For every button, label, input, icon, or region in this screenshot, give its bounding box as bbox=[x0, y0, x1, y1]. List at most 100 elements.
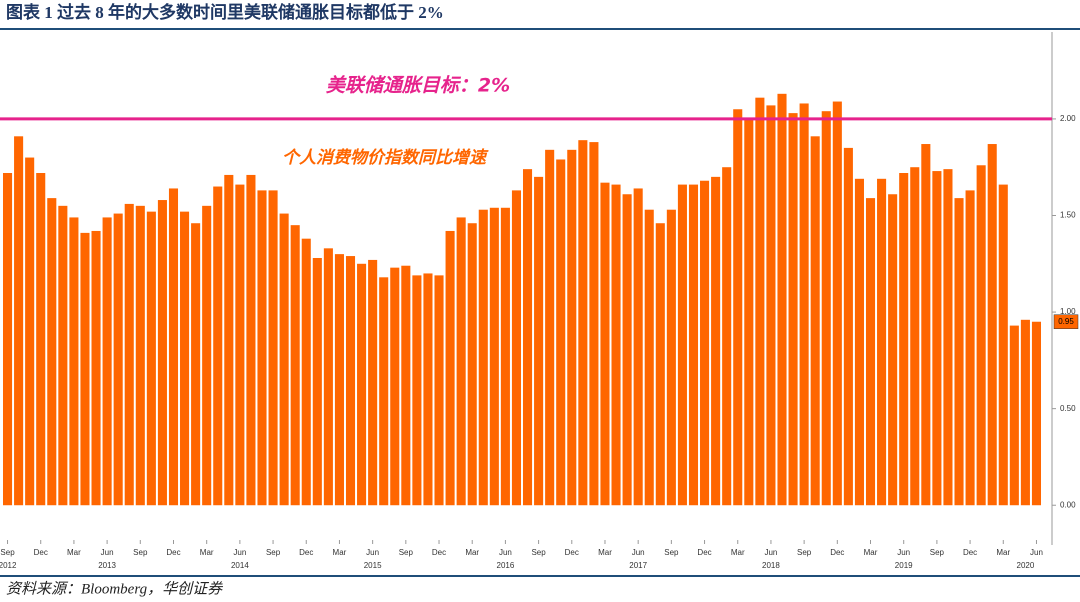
footer-source: 资料来源：Bloomberg，华创证券 bbox=[6, 580, 223, 597]
bar bbox=[799, 103, 809, 506]
bar bbox=[877, 178, 887, 506]
bar bbox=[865, 198, 876, 506]
bar bbox=[456, 217, 466, 506]
x-tick-label: Dec bbox=[299, 548, 313, 557]
bar bbox=[943, 169, 953, 506]
bar bbox=[224, 174, 234, 506]
bar bbox=[2, 173, 13, 506]
y-tick-label: 1.00 bbox=[1060, 307, 1076, 316]
x-year-label: 2013 bbox=[98, 561, 116, 570]
bar bbox=[202, 205, 212, 506]
bar bbox=[412, 275, 422, 506]
x-tick-label: Mar bbox=[333, 548, 347, 557]
header-title: 图表 1 过去 8 年的大多数时间里美联储通胀目标都低于 2% bbox=[6, 2, 444, 22]
bar bbox=[368, 259, 378, 506]
x-tick-label: Sep bbox=[0, 548, 15, 557]
bar bbox=[1020, 319, 1030, 506]
y-tick-label: 0.50 bbox=[1060, 404, 1076, 413]
bar bbox=[489, 207, 499, 506]
bar bbox=[589, 142, 599, 506]
x-tick-label: Sep bbox=[531, 548, 546, 557]
last-value-box bbox=[1053, 314, 1079, 329]
bar bbox=[633, 188, 643, 506]
bar bbox=[711, 176, 721, 506]
x-tick-label: Sep bbox=[664, 548, 679, 557]
bar bbox=[644, 209, 654, 506]
bar bbox=[290, 225, 300, 506]
bar bbox=[334, 254, 344, 506]
bar bbox=[766, 105, 776, 506]
bar bbox=[379, 277, 389, 506]
bar bbox=[655, 223, 665, 506]
x-tick-label: Dec bbox=[565, 548, 579, 557]
bar bbox=[832, 101, 842, 506]
bar bbox=[312, 257, 322, 506]
x-tick-label: Dec bbox=[697, 548, 711, 557]
bar bbox=[113, 213, 123, 506]
bar bbox=[168, 188, 179, 506]
bar bbox=[755, 97, 765, 506]
x-tick-label: Jun bbox=[101, 548, 114, 557]
x-tick-label: Sep bbox=[797, 548, 812, 557]
bar bbox=[257, 190, 267, 506]
bar bbox=[611, 184, 621, 506]
bar bbox=[976, 165, 986, 506]
bar bbox=[301, 238, 311, 506]
x-tick-label: Jun bbox=[233, 548, 246, 557]
y-tick-label: 0.00 bbox=[1060, 500, 1076, 509]
bar bbox=[932, 171, 942, 506]
x-year-label: 2012 bbox=[0, 561, 17, 570]
bar bbox=[124, 203, 134, 506]
x-tick-label: Mar bbox=[67, 548, 81, 557]
x-tick-label: Jun bbox=[897, 548, 910, 557]
bar bbox=[622, 194, 632, 506]
x-tick-label: Mar bbox=[864, 548, 878, 557]
bar bbox=[36, 173, 46, 506]
x-year-label: 2014 bbox=[231, 561, 249, 570]
bar bbox=[954, 198, 964, 506]
bar bbox=[511, 190, 522, 506]
bar bbox=[567, 149, 577, 506]
bar bbox=[600, 182, 610, 506]
x-tick-label: Sep bbox=[266, 548, 281, 557]
bar bbox=[777, 93, 787, 506]
x-tick-label: Dec bbox=[432, 548, 446, 557]
bar bbox=[854, 178, 864, 506]
bar bbox=[688, 184, 699, 506]
x-tick-label: Sep bbox=[133, 548, 148, 557]
bar bbox=[478, 209, 488, 506]
x-tick-label: Mar bbox=[465, 548, 479, 557]
x-year-label: 2018 bbox=[762, 561, 780, 570]
bar bbox=[91, 230, 101, 506]
bar bbox=[80, 232, 90, 506]
bar bbox=[213, 186, 223, 506]
bar bbox=[556, 159, 566, 506]
series-label: 个人消费物价指数同比增速 bbox=[282, 148, 489, 168]
bar bbox=[744, 118, 754, 506]
x-tick-label: Jun bbox=[764, 548, 777, 557]
bar bbox=[965, 190, 975, 506]
x-tick-label: Mar bbox=[200, 548, 214, 557]
bar bbox=[733, 109, 743, 506]
bar bbox=[843, 147, 853, 506]
x-year-label: 2019 bbox=[895, 561, 913, 570]
bar bbox=[700, 180, 710, 506]
y-tick-label: 1.50 bbox=[1060, 211, 1076, 220]
x-tick-label: Dec bbox=[830, 548, 844, 557]
bar bbox=[987, 144, 997, 506]
bar bbox=[14, 136, 24, 506]
bar bbox=[47, 198, 57, 506]
bar bbox=[191, 223, 201, 506]
x-tick-label: Dec bbox=[166, 548, 180, 557]
bar bbox=[146, 211, 156, 506]
y-tick-label: 2.00 bbox=[1060, 114, 1076, 123]
x-tick-label: Dec bbox=[963, 548, 977, 557]
bar bbox=[423, 273, 433, 506]
bar bbox=[58, 205, 68, 506]
bar bbox=[677, 184, 687, 506]
bar bbox=[578, 140, 588, 506]
bar bbox=[323, 248, 333, 506]
x-tick-label: Dec bbox=[34, 548, 48, 557]
